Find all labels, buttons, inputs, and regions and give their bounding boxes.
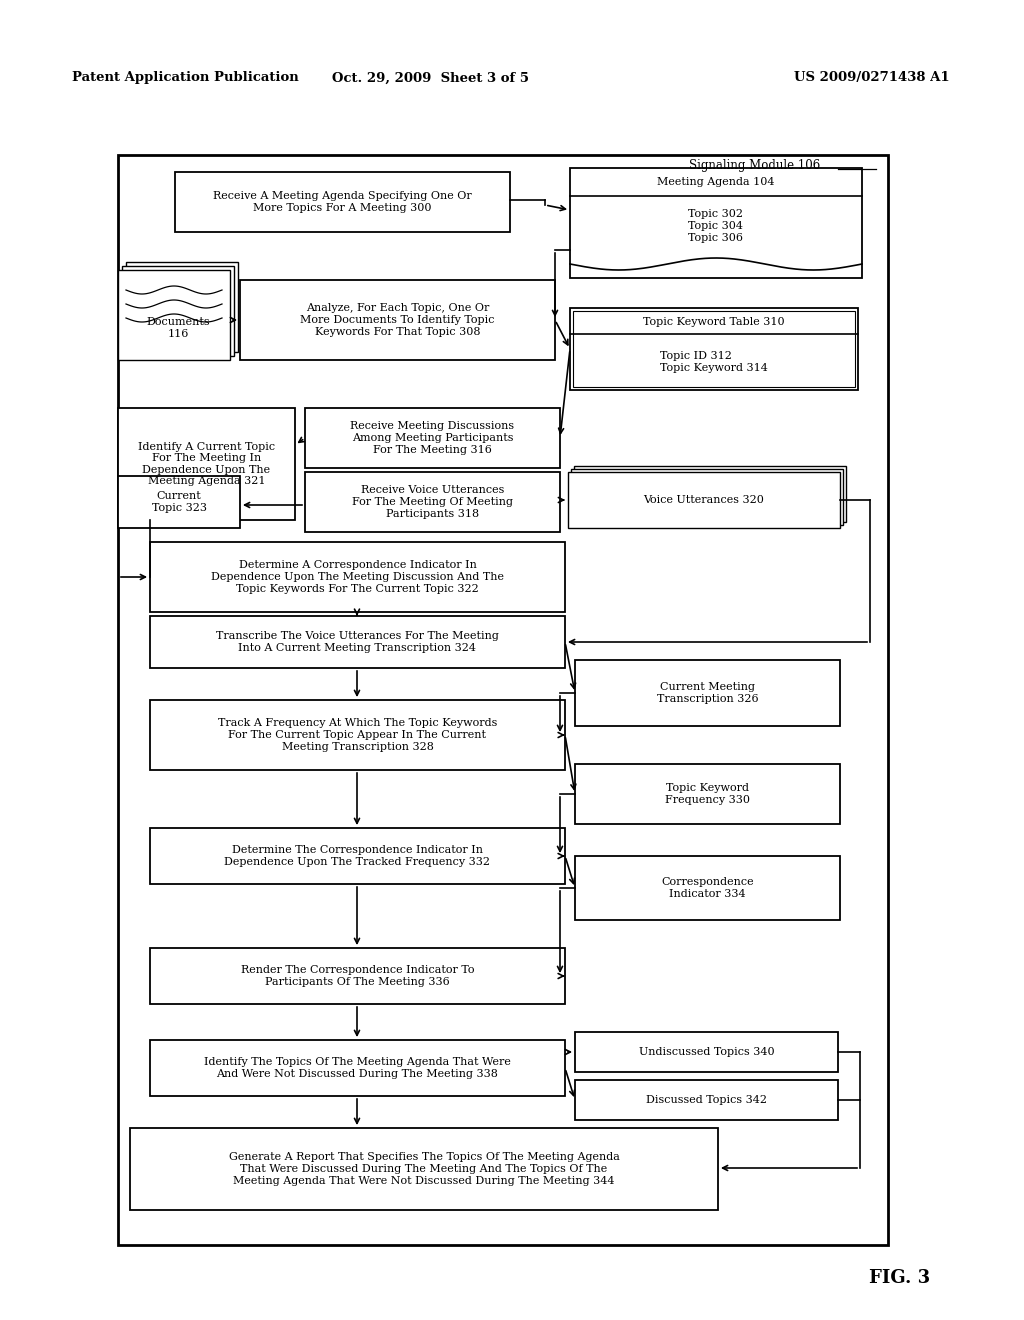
Text: Determine A Correspondence Indicator In
Dependence Upon The Meeting Discussion A: Determine A Correspondence Indicator In … — [211, 561, 504, 594]
Text: Track A Frequency At Which The Topic Keywords
For The Current Topic Appear In Th: Track A Frequency At Which The Topic Key… — [218, 718, 498, 751]
Text: Correspondence
Indicator 334: Correspondence Indicator 334 — [662, 878, 754, 899]
Text: Identify A Current Topic
For The Meeting In
Dependence Upon The
Meeting Agenda 3: Identify A Current Topic For The Meeting… — [138, 442, 275, 486]
Text: Topic ID 312
Topic Keyword 314: Topic ID 312 Topic Keyword 314 — [660, 351, 768, 372]
Text: Current
Topic 323: Current Topic 323 — [152, 491, 207, 512]
Bar — [126, 261, 238, 352]
Text: Current Meeting
Transcription 326: Current Meeting Transcription 326 — [656, 682, 759, 704]
Text: Transcribe The Voice Utterances For The Meeting
Into A Current Meeting Transcrip: Transcribe The Voice Utterances For The … — [216, 631, 499, 653]
Bar — [305, 408, 560, 469]
Bar — [118, 154, 888, 1245]
Text: FIG. 3: FIG. 3 — [869, 1269, 931, 1287]
Text: Topic Keyword
Frequency 330: Topic Keyword Frequency 330 — [665, 783, 750, 805]
Bar — [575, 1080, 838, 1119]
Text: Voice Utterances 320: Voice Utterances 320 — [643, 495, 765, 506]
Text: Topic Keyword Table 310: Topic Keyword Table 310 — [643, 317, 784, 327]
Text: Patent Application Publication: Patent Application Publication — [72, 71, 299, 84]
Bar — [575, 764, 840, 824]
Text: Receive A Meeting Agenda Specifying One Or
More Topics For A Meeting 300: Receive A Meeting Agenda Specifying One … — [213, 191, 472, 213]
Text: Oct. 29, 2009  Sheet 3 of 5: Oct. 29, 2009 Sheet 3 of 5 — [332, 71, 528, 84]
Bar — [570, 308, 858, 389]
Bar — [570, 168, 862, 279]
Bar — [150, 616, 565, 668]
Bar — [305, 473, 560, 532]
Bar — [150, 700, 565, 770]
Bar — [130, 1129, 718, 1210]
Bar — [150, 543, 565, 612]
Text: Receive Meeting Discussions
Among Meeting Participants
For The Meeting 316: Receive Meeting Discussions Among Meetin… — [350, 421, 515, 454]
Text: Signaling Module 106: Signaling Module 106 — [689, 158, 820, 172]
Bar — [118, 271, 230, 360]
Bar — [150, 948, 565, 1005]
Text: Receive Voice Utterances
For The Meeting Of Meeting
Participants 318: Receive Voice Utterances For The Meeting… — [352, 486, 513, 519]
Bar — [575, 855, 840, 920]
Text: Analyze, For Each Topic, One Or
More Documents To Identify Topic
Keywords For Th: Analyze, For Each Topic, One Or More Doc… — [300, 304, 495, 337]
Text: Identify The Topics Of The Meeting Agenda That Were
And Were Not Discussed Durin: Identify The Topics Of The Meeting Agend… — [204, 1057, 511, 1078]
Bar — [575, 660, 840, 726]
Text: Generate A Report That Specifies The Topics Of The Meeting Agenda
That Were Disc: Generate A Report That Specifies The Top… — [228, 1152, 620, 1185]
Bar — [122, 267, 234, 356]
Bar — [150, 828, 565, 884]
Text: Topic 302
Topic 304
Topic 306: Topic 302 Topic 304 Topic 306 — [688, 210, 743, 243]
Bar — [118, 477, 240, 528]
Text: Meeting Agenda 104: Meeting Agenda 104 — [657, 177, 775, 187]
Bar — [571, 469, 843, 525]
Bar — [150, 1040, 565, 1096]
Bar — [574, 466, 846, 521]
Bar — [568, 473, 840, 528]
Text: US 2009/0271438 A1: US 2009/0271438 A1 — [795, 71, 950, 84]
Text: Discussed Topics 342: Discussed Topics 342 — [646, 1096, 767, 1105]
Text: Determine The Correspondence Indicator In
Dependence Upon The Tracked Frequency : Determine The Correspondence Indicator I… — [224, 845, 490, 867]
Text: Undiscussed Topics 340: Undiscussed Topics 340 — [639, 1047, 774, 1057]
Text: Documents
116: Documents 116 — [146, 317, 210, 339]
Text: Render The Correspondence Indicator To
Participants Of The Meeting 336: Render The Correspondence Indicator To P… — [241, 965, 474, 987]
Bar — [175, 172, 510, 232]
Bar — [575, 1032, 838, 1072]
Bar — [240, 280, 555, 360]
Bar — [573, 312, 855, 387]
Bar — [118, 408, 295, 520]
